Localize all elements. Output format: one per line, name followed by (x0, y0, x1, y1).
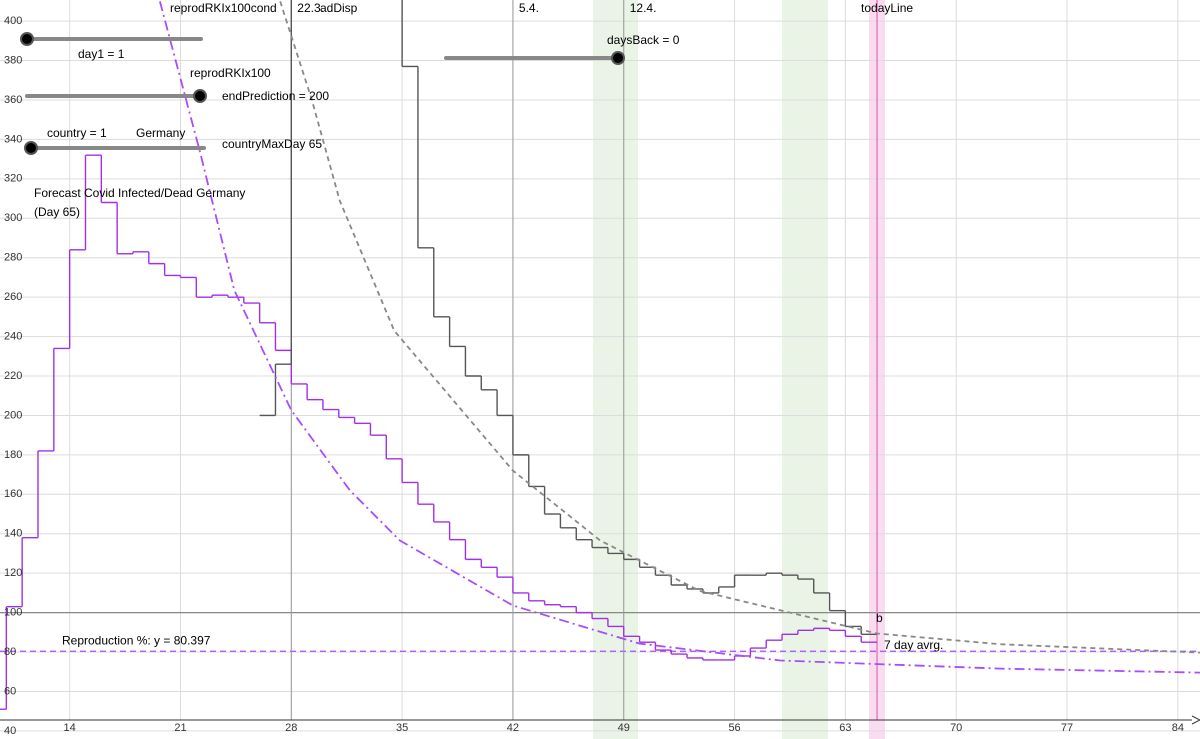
today-label: todayLine (861, 1, 913, 15)
x-tick-label: 63 (839, 722, 851, 734)
slider-knob[interactable] (24, 141, 38, 155)
y-tick-label: 400 (4, 15, 22, 27)
y-tick-label: 60 (4, 685, 16, 697)
y-tick-label: 220 (4, 370, 22, 382)
date-label: 5.4. (519, 1, 539, 15)
y-tick-label: 120 (4, 567, 22, 579)
x-tick-label: 56 (728, 722, 740, 734)
x-axis-arrow (1191, 715, 1200, 725)
curve-label: b (876, 611, 883, 625)
y-tick-label: 100 (4, 607, 22, 619)
date-label: 22.3. (297, 1, 324, 15)
curve (159, 1, 1200, 674)
slider-label: country = 1 (47, 126, 107, 140)
slider-knob[interactable] (20, 32, 34, 46)
curve-label: adDisp (320, 1, 358, 15)
y-tick-label: 180 (4, 449, 22, 461)
x-tick-label: 28 (285, 722, 297, 734)
slider-label: countryMaxDay 65 (222, 137, 322, 151)
x-tick-label: 84 (1172, 722, 1184, 734)
slider[interactable]: daysBack = 0 (444, 33, 680, 65)
country-name: Germany (136, 126, 185, 140)
y-tick-label: 280 (4, 252, 22, 264)
slider-knob[interactable] (611, 51, 625, 65)
y-tick-label: 140 (4, 528, 22, 540)
curve-label: 7 day avrg. (884, 638, 943, 652)
highlight-band (593, 0, 638, 739)
x-tick-label: 42 (507, 722, 519, 734)
slider-knob[interactable] (193, 89, 207, 103)
x-tick-label: 35 (396, 722, 408, 734)
y-tick-label: 300 (4, 212, 22, 224)
curve-label: reprodRKIx100 (190, 66, 271, 80)
chart-subtitle: (Day 65) (34, 205, 80, 219)
labels: 14 21 28 35 42 49 56 63 70 77 84 40 60 80 100 120 140 160… (4, 1, 1184, 737)
y-tick-label: 40 (4, 725, 16, 737)
y-tick-label: 160 (4, 488, 22, 500)
x-tick-label: 49 (618, 722, 630, 734)
y-tick-label: 260 (4, 291, 22, 303)
reference-label: Reproduction %: y = 80.397 (62, 633, 211, 647)
y-tick-label: 80 (4, 646, 16, 658)
slider[interactable]: endPrediction = 200 (25, 89, 329, 103)
slider[interactable]: country = 1 Germany countryMaxDay 65 (24, 126, 322, 155)
slider-label: daysBack = 0 (607, 33, 680, 47)
y-tick-label: 200 (4, 409, 22, 421)
y-tick-label: 380 (4, 54, 22, 66)
curve (279, 1, 1200, 654)
x-tick-label: 70 (950, 722, 962, 734)
y-tick-label: 320 (4, 173, 22, 185)
date-label: 12.4. (630, 1, 657, 15)
slider-label: endPrediction = 200 (222, 89, 329, 103)
slider-label: day1 = 1 (78, 47, 125, 61)
x-tick-label: 21 (174, 722, 186, 734)
y-tick-label: 360 (4, 94, 22, 106)
x-tick-label: 77 (1061, 722, 1073, 734)
slider[interactable]: day1 = 1 (20, 32, 203, 61)
y-tick-label: 240 (4, 330, 22, 342)
x-tick-label: 14 (64, 722, 76, 734)
chart-title: Forecast Covid Infected/Dead Germany (34, 186, 245, 200)
curve-label: reprodRKIx100cond (170, 1, 277, 15)
y-tick-label: 340 (4, 133, 22, 145)
